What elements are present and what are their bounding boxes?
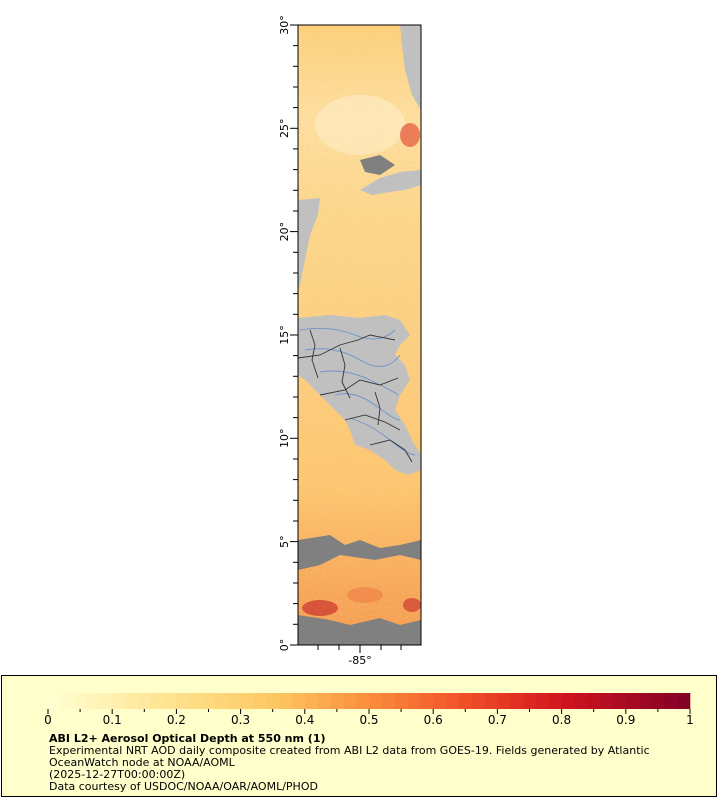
colorbar-tick-label: 0.7 [488,713,507,727]
colorbar-cell [86,693,100,709]
colorbar-cell [214,693,229,709]
colorbar-cell [227,693,241,709]
colorbar-tick-label: 1 [686,713,694,727]
colorbar-cell [189,693,203,709]
colorbar-cell [394,693,408,709]
colorbar-cell [73,693,87,709]
colorbar-tick-label: 0.5 [359,713,378,727]
colorbar-cell [317,693,331,709]
colorbar-cell [574,693,588,709]
low-aod-region [315,95,405,155]
lon-tick-label: -85° [348,654,371,667]
colorbar-cell [420,693,434,709]
colorbar-cell [356,693,370,709]
land-central-america [298,315,421,475]
legend-description-line1: Experimental NRT AOD daily composite cre… [49,744,650,757]
colorbar-cell [163,693,177,709]
colorbar-cell [48,693,62,709]
colorbar-cell [304,693,318,709]
land-north-coast [400,25,421,110]
legend-credits: Data courtesy of USDOC/NOAA/OAR/AOML/PHO… [49,780,318,793]
aod-map-figure: 0° 5° 10° 15° 20° 25° 30° -85° [278,15,422,667]
map-area [298,25,421,645]
lat-tick-label-25: 25° [278,119,291,139]
no-data-area [360,155,395,175]
colorbar-cell [125,693,139,709]
colorbar-cell [600,693,614,709]
high-aod-patch [400,123,420,147]
country-borders [298,329,413,463]
legend-panel: 0 0.1 0.2 0.3 0.4 0.5 0.6 0.7 0.8 0.9 1 ABI L2+ Ae… [1,675,717,797]
colorbar-cell [484,693,498,709]
lon-ticks [317,645,402,653]
colorbar-tick-label: 0.3 [231,713,250,727]
colorbar-cell [548,693,562,709]
lat-minor-ticks [293,45,298,625]
colorbar-tick-label: 0.2 [167,713,186,727]
high-aod-patch [347,587,383,603]
colorbar-cell [240,693,254,709]
colorbar-cell [497,693,511,709]
lat-major-ticks [290,24,298,646]
colorbar-tick-label: 0 [44,713,52,727]
lat-tick-label-0: 0° [278,639,291,652]
colorbar-tick-label: 0.4 [295,713,314,727]
colorbar-cell [664,693,678,709]
no-data-area [298,535,421,570]
colorbar-cell [279,693,293,709]
legend-timestamp: (2025-12-27T00:00:00Z) [49,768,186,781]
high-aod-patch [302,600,338,616]
colorbar-cell [446,693,460,709]
colorbar-cell [266,693,280,709]
colorbar-tick-label: 0.9 [616,713,635,727]
colorbar-tick-label: 0.1 [103,713,122,727]
colorbar-cell [612,693,627,709]
colorbar-cell [99,693,113,709]
lat-tick-label-10: 10° [278,429,291,449]
colorbar-cell [60,693,74,709]
colorbar-tick-label: 0.6 [424,713,443,727]
lat-tick-label-20: 20° [278,222,291,242]
lat-tick-label-5: 5° [278,535,291,548]
colorbar-cell [137,693,152,709]
colorbar-cell [343,693,357,709]
lat-tick-label-30: 30° [278,15,291,35]
colorbar: 0 0.1 0.2 0.3 0.4 0.5 0.6 0.7 0.8 0.9 1 [44,693,694,727]
colorbar-cell [330,693,344,709]
legend-title: ABI L2+ Aerosol Optical Depth at 550 nm … [49,732,326,745]
colorbar-cell [202,693,216,709]
colorbar-cell [471,693,485,709]
colorbar-cell [150,693,164,709]
colorbar-cell [369,693,383,709]
colorbar-cell [587,693,601,709]
no-data-area [298,615,421,645]
colorbar-cell [381,693,395,709]
colorbar-cell [291,693,306,709]
colorbar-ticks [47,709,691,714]
colorbar-tick-label: 0.8 [552,713,571,727]
colorbar-cell [561,693,575,709]
high-aod-patch [403,598,421,612]
colorbar-cell [458,693,473,709]
colorbar-cell [253,693,267,709]
colorbar-cell [176,693,190,709]
legend-description-line2: OceanWatch node at NOAA/AOML [49,756,235,769]
land-yucatan [360,170,421,195]
colorbar-cell [433,693,447,709]
colorbar-cell [638,693,652,709]
colorbar-cell [523,693,537,709]
colorbar-cell [407,693,421,709]
colorbar-cell [625,693,639,709]
colorbar-cell [112,693,126,709]
lat-tick-label-15: 15° [278,325,291,345]
colorbar-cells [48,693,691,709]
colorbar-cell [535,693,550,709]
colorbar-labels: 0 0.1 0.2 0.3 0.4 0.5 0.6 0.7 0.8 0.9 1 [44,713,694,727]
colorbar-cell [651,693,665,709]
land-mexico-west [298,198,320,290]
colorbar-cell [677,693,691,709]
colorbar-cell [510,693,524,709]
